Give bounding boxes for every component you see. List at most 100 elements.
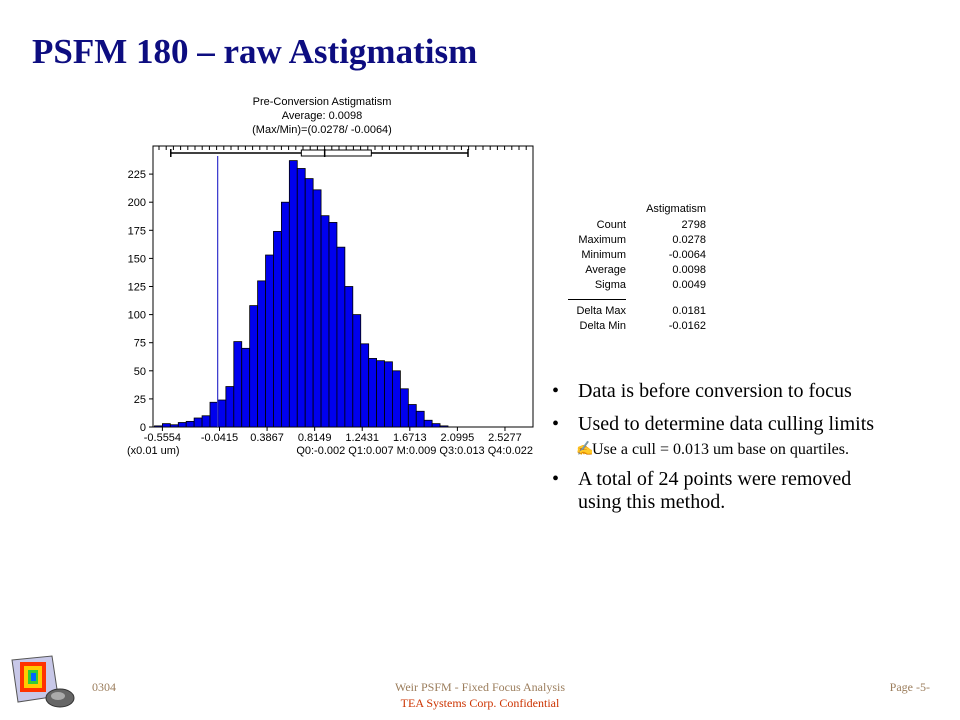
stats-divider [568, 299, 626, 300]
company-logo [11, 655, 75, 708]
y-tick-label: 25 [134, 394, 146, 406]
stats-label: Minimum [581, 249, 626, 261]
stats-row: Delta Min -0.0162 [560, 319, 710, 334]
histogram-bar [336, 246, 346, 428]
x-tick-label: 2.5277 [488, 432, 522, 444]
histogram-bar [312, 189, 322, 428]
histogram-bar [257, 280, 266, 428]
x-tick-label: 0.8149 [298, 432, 332, 444]
bullet-list: • Data is before conversion to focus • U… [552, 380, 912, 524]
histogram-bar [280, 201, 290, 428]
histogram-bar [217, 399, 227, 428]
histogram-bar [177, 422, 187, 428]
stats-value: 0.0181 [672, 305, 706, 317]
stats-row: Delta Max 0.0181 [560, 304, 710, 319]
stats-row: Minimum -0.0064 [560, 248, 710, 263]
slide-title: PSFM 180 – raw Astigmatism [32, 32, 478, 71]
y-tick-label: 150 [128, 253, 146, 265]
stats-label: Delta Max [576, 305, 626, 317]
histogram-bar [296, 168, 306, 428]
stats-row: Average 0.0098 [560, 263, 710, 278]
x-axis-label: (x0.01 um) [127, 445, 180, 457]
bullet-item: • Used to determine data culling limits [552, 413, 912, 436]
histogram-bar [233, 341, 243, 428]
histogram-bar [169, 424, 179, 428]
bullet-text: Used to determine data culling limits [578, 413, 875, 435]
histogram-bar [384, 361, 393, 428]
stats-row: Count 2798 [560, 218, 710, 233]
histogram-bar [154, 425, 163, 428]
sub-bullet-text: Use a cull = 0.013 um base on quartiles. [592, 441, 849, 458]
histogram-bar [304, 178, 314, 428]
x-tick-label: -0.5554 [144, 432, 181, 444]
stats-row: Sigma 0.0049 [560, 278, 710, 293]
histogram-chart: Pre-Conversion Astigmatism Average: 0.009… [127, 96, 534, 457]
histogram-bar [360, 343, 370, 428]
y-tick-label: 50 [134, 366, 146, 378]
pen-icon: ✍ [576, 442, 594, 457]
stats-label: Average [585, 264, 626, 276]
y-tick-label: 100 [128, 310, 146, 322]
boxplot-box [300, 149, 372, 157]
y-tick-label: 125 [128, 282, 146, 294]
bullet-item: • Data is before conversion to focus [552, 380, 912, 403]
stats-delta-rows: Delta Max 0.0181 Delta Min -0.0162 [560, 304, 710, 334]
histogram-bar [209, 401, 219, 428]
histogram-bar [368, 358, 377, 428]
bullet-dot: • [552, 468, 560, 490]
chart-subtitle: Average: 0.0098 [282, 110, 363, 122]
y-tick-label: 175 [128, 225, 146, 237]
histogram-bar [407, 404, 417, 428]
stats-value: -0.0064 [668, 249, 706, 261]
x-tick-label: 2.0995 [441, 432, 475, 444]
y-tick-label: 0 [140, 422, 146, 434]
histogram-bar [423, 419, 433, 428]
stats-value: -0.0162 [668, 320, 706, 332]
stats-table: Astigmatism Count 2798 Maximum 0.0278 Minimu… [560, 202, 710, 334]
quartiles-label: Q0:-0.002 Q1:0.007 M:0.009 Q3:0.013 Q4:0… [296, 445, 533, 457]
y-tick-label: 225 [128, 169, 146, 181]
bullet-item: • A total of 24 points were removed usin… [552, 468, 912, 514]
footer-date: 0304 [92, 680, 116, 694]
histogram-bar [273, 231, 282, 428]
stats-label: Maximum [578, 234, 626, 246]
footer-confidential: TEA Systems Corp. Confidential [400, 696, 560, 710]
stats-label: Delta Min [579, 320, 626, 332]
stats-row: Maximum 0.0278 [560, 233, 710, 248]
y-tick-label: 75 [134, 338, 146, 350]
histogram-bar [352, 314, 362, 428]
stats-value: 2798 [681, 219, 706, 231]
histogram-bar [415, 410, 425, 428]
histogram-bar [241, 347, 251, 428]
histogram-bar [225, 386, 235, 428]
histogram-bar [249, 305, 259, 428]
stats-rows: Count 2798 Maximum 0.0278 Minimum -0.0064 Aver… [560, 218, 710, 293]
histogram-bar [439, 425, 449, 428]
bullet-dot: • [552, 380, 560, 402]
stats-value: 0.0049 [672, 279, 706, 291]
footer-title: Weir PSFM - Fixed Focus Analysis [394, 680, 566, 694]
histogram-bar [288, 160, 298, 428]
histogram-bar [392, 370, 401, 428]
footer-page: Page -5- [889, 680, 930, 694]
x-tick-label: 0.3867 [250, 432, 284, 444]
stats-label: Sigma [594, 279, 626, 291]
histogram-bar [162, 423, 171, 428]
histogram-bar [344, 286, 354, 428]
stats-value: 0.0098 [672, 264, 706, 276]
stats-header: Astigmatism [646, 203, 706, 215]
bullet-text: A total of 24 points were removed using … [578, 468, 852, 513]
chart-title: Pre-Conversion Astigmatism [253, 96, 392, 108]
histogram-bar [201, 415, 211, 428]
histogram-bar [320, 215, 330, 428]
x-tick-label: 1.2431 [345, 432, 379, 444]
histogram-bar [265, 254, 274, 428]
chart-subtitle: (Max/Min)=(0.0278/ -0.0064) [252, 124, 392, 136]
histogram-bar [193, 417, 203, 428]
stats-label: Count [596, 219, 626, 231]
histogram-bar [185, 420, 195, 428]
x-tick-label: 1.6713 [393, 432, 427, 444]
histogram-bar [328, 222, 338, 428]
bullet-text: Data is before conversion to focus [578, 380, 852, 402]
x-tick-label: -0.0415 [201, 432, 238, 444]
